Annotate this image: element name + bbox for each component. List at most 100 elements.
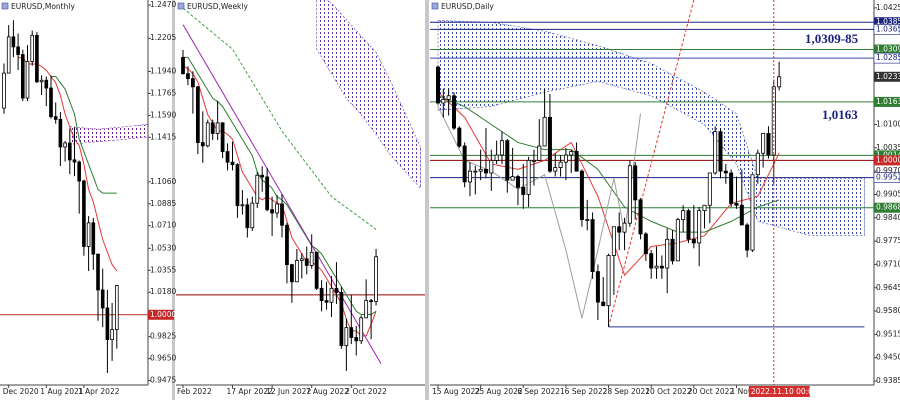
candle-body: [558, 161, 563, 168]
price-label: 0.9868: [876, 203, 900, 212]
price-label-box: [873, 172, 900, 183]
price-label-box: [148, 309, 174, 320]
price-label-box: [874, 71, 900, 82]
y-tick-label: 0.9775: [876, 236, 900, 245]
y-tick-label: 0.9710: [876, 259, 900, 268]
candle-body: [359, 317, 364, 342]
crosshair-label: 2022.11.10 00:00: [751, 387, 818, 396]
y-tick-label: 1.1940: [150, 66, 176, 75]
candle-body: [25, 61, 30, 99]
x-tick-label: 15 Aug 2022: [432, 387, 480, 396]
x-tick-label: 6 Sep 2022: [517, 387, 560, 396]
candle-body: [622, 222, 627, 233]
candle-body: [181, 56, 185, 75]
candle-body: [309, 251, 314, 266]
candle-body: [200, 142, 205, 147]
candle-body: [729, 172, 734, 204]
candle-body: [186, 73, 190, 80]
candle-body: [265, 176, 270, 211]
candle-body: [569, 151, 574, 156]
candle-body: [718, 131, 723, 172]
y-tick-label: 1.1590: [150, 110, 176, 119]
candle-body: [240, 204, 245, 207]
candle-body: [39, 79, 44, 83]
price-label-box: [874, 96, 900, 107]
candle-body: [547, 116, 552, 172]
indicator-line: [437, 91, 780, 277]
candle-body: [537, 145, 542, 161]
candle-body: [374, 256, 378, 302]
y-tick-label: 1.0035: [876, 143, 900, 152]
candle-body: [713, 131, 718, 174]
candle-body: [230, 161, 235, 166]
candle-body: [563, 154, 568, 163]
y-tick-label: 0.9905: [876, 189, 900, 198]
price-label-box: [873, 52, 900, 64]
y-tick-label: 1.2470: [150, 0, 176, 9]
candle-body: [6, 36, 11, 74]
y-tick-label: 1.0530: [150, 243, 176, 252]
candle-body: [11, 36, 16, 48]
candle-body: [601, 301, 606, 307]
candle-body: [627, 165, 632, 224]
candle-body: [499, 140, 504, 156]
x-tick-label: 7 Aug 2022: [306, 387, 349, 396]
candle-body: [436, 66, 440, 104]
y-tick-label: 0.9475: [150, 376, 176, 385]
indicator-line: [51, 75, 117, 194]
candle-body: [531, 159, 536, 162]
candle-body: [441, 98, 446, 104]
title-icon: [1, 2, 9, 10]
chart-title: EURUSD,Weekly: [187, 2, 248, 11]
y-tick-label: 0.9825: [150, 332, 176, 341]
candle-body: [250, 202, 255, 229]
candle-body: [354, 337, 359, 342]
y-tick-label: 0.9515: [876, 329, 900, 338]
candle-body: [100, 289, 105, 309]
candle-body: [515, 176, 520, 188]
candle-body: [30, 34, 35, 62]
candle-body: [654, 265, 659, 269]
candle-body: [49, 87, 53, 118]
plot-area: [0, 20, 148, 373]
candle-body: [369, 300, 373, 303]
candle-body: [697, 210, 702, 244]
candle-body: [553, 167, 558, 172]
candle-body: [255, 174, 260, 204]
candle-body: [324, 300, 329, 303]
candle-body: [766, 133, 771, 156]
candle-body: [2, 72, 6, 109]
candle-body: [44, 79, 49, 89]
candle-body: [275, 203, 279, 214]
candle-body: [67, 142, 72, 161]
price-label: 1.0285: [876, 53, 900, 62]
candle-body: [294, 260, 299, 283]
candle-body: [319, 287, 324, 302]
candle-body: [611, 226, 616, 256]
candle-body: [77, 161, 82, 182]
candle-body: [290, 264, 294, 283]
candle-body: [585, 219, 590, 221]
candle-body: [702, 204, 707, 212]
candle-body: [329, 287, 334, 303]
candle-body: [649, 253, 654, 269]
x-tick-label: 1 Apr 2022: [78, 387, 120, 396]
candle-body: [280, 203, 284, 226]
price-label-box: [874, 150, 900, 161]
price-label: 1.0309: [876, 45, 900, 54]
x-tick-label: Dec 2020: [3, 387, 39, 396]
y-tick-label: 1.0710: [150, 221, 176, 230]
plot-area: [430, 0, 874, 328]
candle-body: [82, 180, 86, 247]
y-tick-label: 0.9580: [876, 306, 900, 315]
candle-body: [489, 159, 494, 174]
candle-body: [590, 219, 595, 273]
panel-separator: [425, 0, 429, 400]
annotation: 1,0309-85: [805, 31, 859, 46]
x-tick-label: 2 Oct 2022: [345, 387, 387, 396]
price-label: 0.9952: [876, 173, 900, 182]
y-tick-label: 1.0885: [150, 199, 176, 208]
candle-body: [446, 95, 451, 100]
ichimoku-cloud: [69, 124, 148, 145]
